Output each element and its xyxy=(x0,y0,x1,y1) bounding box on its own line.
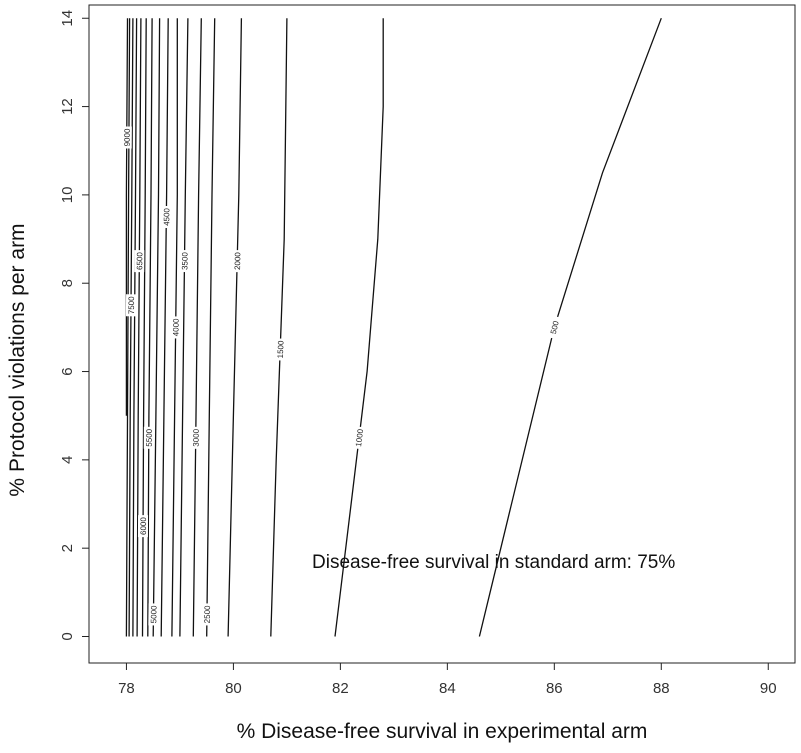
plot-frame xyxy=(88,4,796,664)
x-axis-title: % Disease-free survival in experimental … xyxy=(237,720,648,743)
y-tick-label-2: 2 xyxy=(59,544,76,552)
contour-label-2000: 2000 xyxy=(233,252,242,271)
x-tick-label-84: 84 xyxy=(439,680,456,697)
contour-label-7500: 7500 xyxy=(127,296,136,314)
contour-label-6500: 6500 xyxy=(135,252,144,270)
contour-label-bg-5000 xyxy=(148,603,159,626)
x-tick-label-82: 82 xyxy=(332,680,349,697)
y-tick-label-8: 8 xyxy=(59,279,76,287)
y-tick-label-0: 0 xyxy=(59,632,76,640)
contour-label-bg-1500 xyxy=(274,338,286,361)
contour-label-bg-6500 xyxy=(134,250,145,273)
contour-label-bg-5500 xyxy=(143,426,154,449)
x-tick-label-90: 90 xyxy=(760,680,777,697)
contour-label-4000: 4000 xyxy=(171,318,180,336)
contour-line-3500 xyxy=(179,18,189,637)
y-axis: 0 2 4 6 8 10 12 14 xyxy=(59,10,89,641)
contour-label-bg-500 xyxy=(546,315,562,340)
contour-label-bg-2000 xyxy=(231,249,243,273)
contour-line-4500 xyxy=(160,18,169,637)
contour-label-5500: 5500 xyxy=(145,428,154,446)
contour-line-6000 xyxy=(141,18,147,637)
contour-label-bg-3500 xyxy=(179,250,190,273)
contour-line-4000 xyxy=(171,18,178,637)
y-axis-title: % Protocol violations per arm xyxy=(6,223,29,496)
contour-label-3000: 3000 xyxy=(192,428,201,446)
contour-line-2000 xyxy=(227,18,243,637)
contour-labels: 500 1000 1500 2000 2500 3000 3500 4000 4500 5000 5… xyxy=(121,126,562,626)
y-tick-label-14: 14 xyxy=(59,10,76,27)
contour-lines xyxy=(125,17,662,637)
contour-label-6000: 6000 xyxy=(139,517,148,535)
contour-line-1000 xyxy=(334,18,384,637)
x-tick-label-80: 80 xyxy=(225,680,242,697)
contour-label-2500: 2500 xyxy=(203,605,212,623)
contour-line-9000 xyxy=(125,18,129,416)
contour-line-3000 xyxy=(192,18,202,637)
contour-label-1000: 1000 xyxy=(354,428,365,447)
y-tick-label-6: 6 xyxy=(59,367,76,375)
contour-label-500: 500 xyxy=(549,319,561,335)
contour-label-bg-1000 xyxy=(352,426,366,450)
contour-line-7000 xyxy=(132,18,138,637)
chart-annotation: Disease-free survival in standard arm: 7… xyxy=(312,552,675,573)
contour-label-bg-6000 xyxy=(137,515,149,538)
contour-label-9000: 9000 xyxy=(123,128,132,146)
x-tick-label-78: 78 xyxy=(118,680,135,697)
contour-label-3500: 3500 xyxy=(180,252,189,270)
y-tick-label-10: 10 xyxy=(59,187,76,204)
contour-line-6500 xyxy=(136,18,142,637)
contour-label-bg-7500 xyxy=(125,294,137,317)
y-tick-label-12: 12 xyxy=(59,98,76,115)
contour-line-5500 xyxy=(147,18,153,637)
contour-label-bg-3000 xyxy=(190,426,201,449)
contour-label-1500: 1500 xyxy=(276,340,286,359)
contour-label-bg-2500 xyxy=(201,603,213,626)
contour-line-1500 xyxy=(270,18,288,637)
contour-line-500 xyxy=(478,17,662,637)
contour-line-5000 xyxy=(152,18,161,637)
x-tick-label-88: 88 xyxy=(653,680,670,697)
x-tick-label-86: 86 xyxy=(546,680,563,697)
contour-label-5000: 5000 xyxy=(149,605,158,623)
contour-label-bg-4000 xyxy=(170,316,181,339)
contour-line-2500 xyxy=(206,18,216,637)
y-tick-label-4: 4 xyxy=(59,456,76,464)
contour-label-4500: 4500 xyxy=(162,208,171,226)
x-axis: 78 80 82 84 86 88 90 xyxy=(118,663,777,697)
contour-label-bg-4500 xyxy=(161,205,172,229)
contour-label-bg-9000 xyxy=(121,126,132,149)
